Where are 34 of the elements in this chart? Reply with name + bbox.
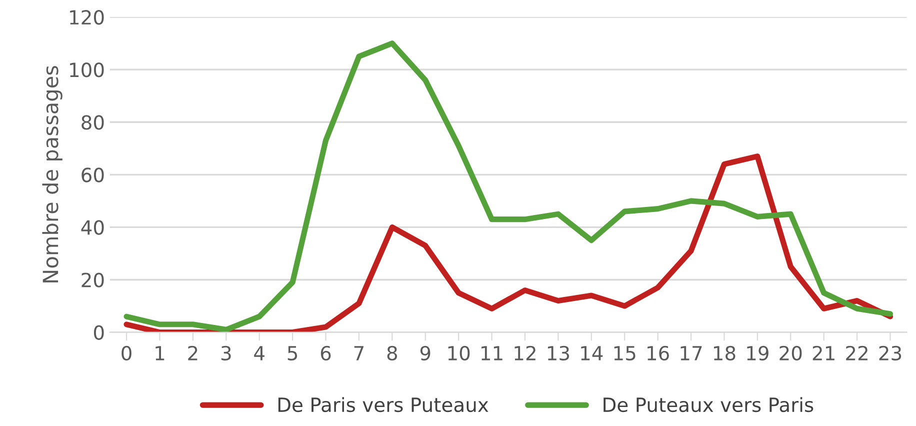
x-tick-label: 20 [780, 346, 802, 361]
x-tick-label: 13 [548, 346, 569, 361]
x-tick-label: 0 [122, 346, 132, 361]
x-tick-label: 16 [648, 346, 669, 361]
x-tick-label: 11 [482, 346, 502, 360]
y-axis-title: Nombre de passages [42, 66, 62, 282]
y-tick-label: 120 [70, 10, 104, 25]
x-tick-label: 21 [812, 346, 834, 360]
x-tick-label: 8 [387, 346, 398, 361]
x-tick-label: 4 [254, 346, 264, 360]
x-tick-label: 6 [320, 346, 331, 361]
x-tick-label: 15 [614, 346, 636, 361]
legend-label: De Paris vers Puteaux [278, 397, 488, 412]
x-tick-label: 3 [221, 346, 231, 361]
y-tick-label: 40 [81, 220, 104, 235]
y-tick-label: 100 [70, 62, 104, 78]
x-tick-label: 2 [188, 346, 198, 360]
legend-label: De Puteaux vers Paris [604, 397, 814, 412]
x-tick-label: 5 [288, 346, 298, 361]
x-tick-label: 10 [448, 346, 470, 361]
y-tick-label: 60 [82, 168, 104, 182]
x-tick-label: 14 [581, 346, 603, 360]
y-tick-label: 0 [94, 325, 104, 340]
x-tick-label: 22 [846, 346, 868, 360]
y-tick-label: 20 [82, 272, 104, 288]
x-tick-label: 17 [680, 346, 702, 360]
x-tick-label: 9 [420, 346, 430, 361]
x-tick-label: 23 [879, 346, 902, 361]
x-tick-label: 18 [714, 346, 736, 361]
x-tick-label: 19 [747, 346, 768, 361]
x-tick-label: 12 [514, 346, 536, 360]
y-tick-label: 80 [82, 115, 104, 130]
x-tick-label: 7 [354, 346, 364, 360]
x-tick-label: 1 [156, 346, 164, 360]
